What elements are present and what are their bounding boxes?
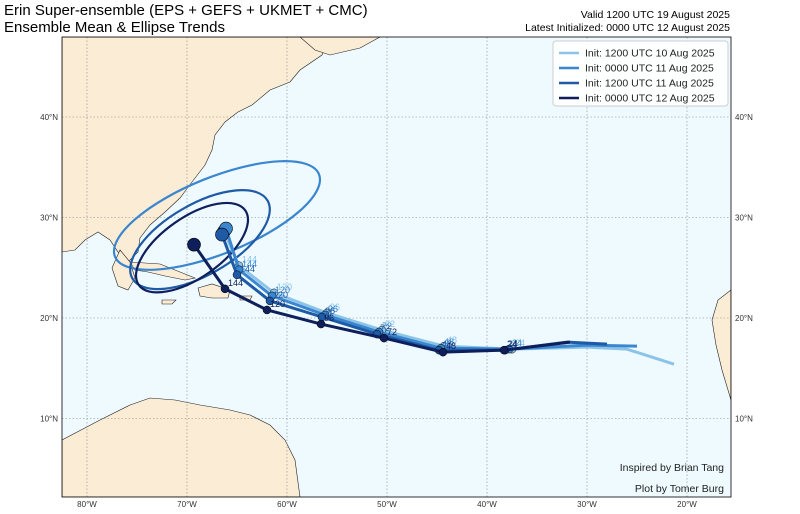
forecast-hour: 144 — [242, 255, 257, 265]
land — [62, 37, 731, 497]
forecast-point — [316, 319, 326, 329]
final-position — [215, 227, 229, 242]
cone-ellipse — [134, 201, 250, 294]
forecast-point — [265, 296, 275, 306]
lon-label: 40°W — [477, 500, 497, 509]
lon-label: 60°W — [277, 500, 297, 509]
legend-label: Init: 1200 UTC 10 Aug 2025 — [585, 48, 715, 60]
forecast-hour: 96 — [324, 313, 334, 323]
forecast-hour: 24 — [515, 338, 525, 348]
forecast-hour: 144 — [242, 259, 257, 269]
forecast-hour: 120 — [275, 285, 290, 295]
forecast-point — [499, 345, 509, 355]
legend-box — [552, 40, 729, 107]
lat-label-right: 20°N — [735, 314, 753, 323]
lat-label-right: 40°N — [735, 113, 753, 122]
forecast-hour: 72 — [385, 319, 395, 329]
forecast-hour: 72 — [387, 327, 397, 337]
legend-label: Init: 1200 UTC 11 Aug 2025 — [585, 78, 714, 90]
forecast-hour: 120 — [270, 299, 285, 309]
subtitle: Ensemble Mean & Ellipse Trends — [4, 19, 225, 36]
forecast-hour: 96 — [330, 302, 340, 312]
tick-labels: 80°W 70°W 60°W 50°W 40°W 30°W 20°W 40°N 40°N 30°N… — [40, 113, 753, 509]
forecast-point — [438, 347, 448, 357]
map-frame — [61, 36, 732, 498]
lat-label-right: 30°N — [735, 214, 753, 223]
forecast-point — [379, 333, 389, 343]
title: Erin Super-ensemble (EPS + GEFS + UKMET … — [4, 2, 368, 19]
forecast-point — [232, 270, 242, 280]
tracks: 2448729612014424487296120144244872961201… — [112, 160, 675, 366]
credit-inspired: Inspired by Brian Tang — [620, 462, 724, 474]
forecast-hour: 24 — [507, 339, 517, 349]
legend: Init: 1200 UTC 10 Aug 2025 Init: 0000 UTC… — [559, 48, 715, 105]
forecast-hour: 120 — [277, 282, 292, 292]
legend-label: Init: 0000 UTC 12 Aug 2025 — [585, 93, 715, 105]
lon-label: 70°W — [177, 500, 197, 509]
forecast-hour: 144 — [228, 278, 243, 288]
final-position — [187, 237, 201, 252]
lon-label: 50°W — [377, 500, 397, 509]
graticule — [62, 37, 731, 497]
forecast-hour: 144 — [240, 264, 255, 274]
credit-plot: Plot by Tomer Burg — [635, 483, 724, 495]
track-line — [222, 230, 675, 366]
lon-label: 30°W — [577, 500, 597, 509]
init-time: Latest Initialized: 0000 UTC 12 August 2… — [525, 22, 730, 34]
lon-label: 20°W — [677, 500, 697, 509]
lat-label-left: 20°N — [40, 314, 58, 323]
forecast-hour: 48 — [446, 341, 456, 351]
map-area: 2448729612014424487296120144244872961201… — [62, 37, 731, 497]
forecast-hour: 24 — [508, 339, 518, 349]
forecast-hour: 24 — [512, 338, 522, 348]
lon-label: 80°W — [77, 500, 97, 509]
lat-label-left: 10°N — [40, 415, 58, 424]
forecast-hour: 96 — [328, 304, 338, 314]
forecast-point — [220, 284, 230, 294]
lat-label-right: 10°N — [735, 415, 753, 424]
forecast-hour: 48 — [444, 337, 454, 347]
forecast-hour: 72 — [380, 323, 390, 333]
valid-time: Valid 1200 UTC 19 August 2025 — [581, 9, 730, 21]
forecast-hour: 48 — [442, 339, 452, 349]
forecast-hour: 120 — [273, 290, 288, 300]
track-line — [192, 243, 571, 354]
cone-ellipse — [129, 189, 271, 291]
legend-label: Init: 0000 UTC 11 Aug 2025 — [585, 63, 714, 75]
lat-label-left: 40°N — [40, 113, 58, 122]
forecast-point — [262, 305, 272, 315]
forecast-hour: 48 — [447, 335, 457, 345]
forecast-hour: 96 — [325, 306, 335, 316]
lat-label-left: 30°N — [40, 214, 58, 223]
forecast-hour: 72 — [382, 321, 392, 331]
